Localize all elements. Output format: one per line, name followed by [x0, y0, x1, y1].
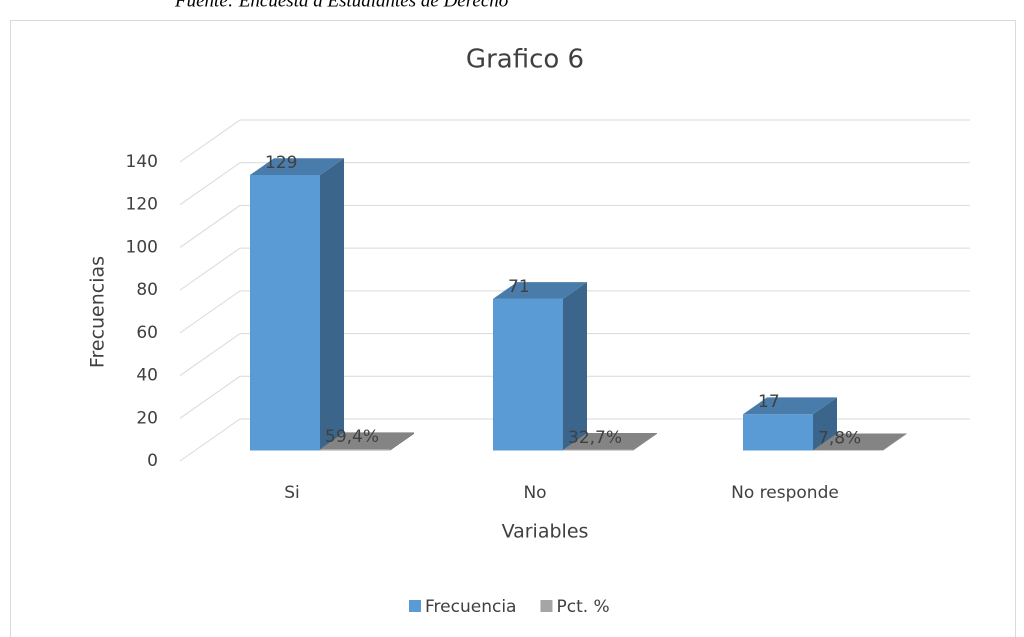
y-tick-label: 20: [136, 408, 158, 428]
data-label: 129: [265, 153, 297, 173]
bar-top: [250, 158, 344, 175]
data-label: 59,4%: [325, 427, 379, 447]
data-label: 71: [508, 277, 530, 297]
bar-side: [320, 158, 344, 451]
x-tick-label: No responde: [731, 483, 839, 503]
x-axis-label: Variables: [502, 521, 589, 543]
bar-side: [563, 282, 587, 451]
data-label: 7,8%: [818, 428, 861, 448]
legend-label: Pct. %: [556, 597, 609, 617]
y-axis-label: Frecuencias: [87, 256, 109, 368]
y-tick-label: 60: [136, 323, 158, 343]
bar-top: [320, 432, 414, 450]
x-tick-label: Si: [284, 483, 300, 503]
bar-front: [250, 174, 320, 451]
grid-line: [179, 375, 970, 419]
bar: [813, 433, 907, 451]
chart-border: [10, 20, 1016, 637]
data-label: 32,7%: [568, 428, 622, 448]
bar-top: [813, 433, 907, 451]
y-tick-label: 40: [136, 366, 158, 386]
y-tick-label: 140: [126, 152, 158, 172]
y-tick-label: 100: [126, 237, 158, 257]
legend-label: Frecuencia: [425, 597, 516, 617]
y-tick-label: 0: [147, 451, 158, 471]
bar-front: [320, 449, 390, 451]
grid-line: [179, 162, 970, 206]
legend-swatch: [409, 600, 421, 612]
bar-side: [390, 432, 414, 451]
y-tick-label: 120: [126, 195, 158, 215]
x-tick-label: No: [523, 483, 546, 503]
data-label: 17: [758, 392, 780, 412]
grid-line: [179, 290, 970, 334]
source-note: Fuente: Encuesta a Estudiantes de Derech…: [174, 0, 508, 11]
bar: [563, 433, 657, 451]
legend-swatch: [540, 600, 553, 612]
bar: [320, 432, 414, 451]
bar: [493, 282, 587, 451]
chart-title: Grafico 6: [466, 45, 584, 75]
bar-side: [883, 433, 907, 451]
grid-line: [179, 247, 970, 291]
bar-side: [633, 433, 657, 451]
bar-top: [493, 282, 587, 299]
grid-line: [179, 418, 970, 462]
bar-front: [563, 449, 633, 451]
bar: [250, 158, 344, 451]
bar-top: [563, 433, 657, 450]
y-tick-label: 80: [136, 280, 158, 300]
grid-line: [179, 333, 970, 376]
bar-front: [743, 414, 813, 451]
bar: [743, 397, 837, 451]
bar-side: [813, 397, 837, 451]
grid-line: [179, 204, 970, 248]
bar-top: [743, 397, 837, 415]
bar-front: [493, 298, 563, 451]
grid-line: [179, 119, 970, 163]
